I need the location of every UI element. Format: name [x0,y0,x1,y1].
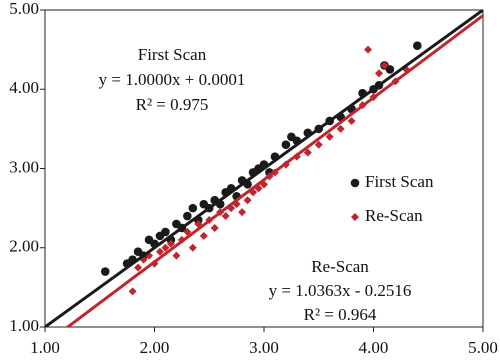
data-point [172,251,181,260]
data-point [188,203,198,213]
data-point [374,69,383,78]
data-point [134,263,143,272]
data-point [183,227,192,236]
data-point [210,223,219,232]
data-point [188,243,197,252]
data-point [166,239,175,248]
data-point [161,243,170,252]
trendline [65,14,483,327]
data-point [243,196,252,205]
data-point [221,212,230,221]
annotation-title: Re-Scan [311,257,369,276]
trendline-r2: R² = 0.964 [304,305,377,324]
x-tick-label: 4.00 [359,338,389,357]
data-point [303,148,312,157]
data-point [347,116,356,125]
trendline-equation: y = 1.0363x - 0.2516 [269,281,412,300]
data-point [413,41,422,50]
data-point [238,208,247,217]
data-point [364,45,373,54]
annotation-title: First Scan [138,45,207,64]
x-tick-label: 1.00 [30,338,60,357]
trendline-r2: R² = 0.975 [136,95,209,114]
legend-marker [350,178,360,188]
data-point [385,65,395,74]
y-tick-label: 4.00 [9,78,39,97]
data-point [128,287,137,296]
data-point [161,227,170,237]
x-tick-label: 5.00 [468,338,498,357]
y-tick-label: 2.00 [9,237,39,256]
legend-marker [351,213,359,221]
data-point [100,267,110,276]
data-point [281,140,291,150]
trendline-equation: y = 1.0000x + 0.0001 [99,70,246,89]
data-point [325,132,334,141]
data-point [380,61,389,70]
legend-label: First Scan [365,172,434,191]
legend-label: Re-Scan [365,206,423,225]
data-point [336,124,345,133]
y-tick-label: 3.00 [9,157,39,176]
y-tick-label: 5.00 [9,0,39,18]
data-point [155,247,164,256]
x-tick-label: 3.00 [249,338,279,357]
data-point [183,211,192,221]
trendline [45,10,483,327]
x-tick-label: 2.00 [140,338,170,357]
data-point [314,140,323,149]
data-point [199,231,208,240]
y-tick-label: 1.00 [9,316,39,335]
